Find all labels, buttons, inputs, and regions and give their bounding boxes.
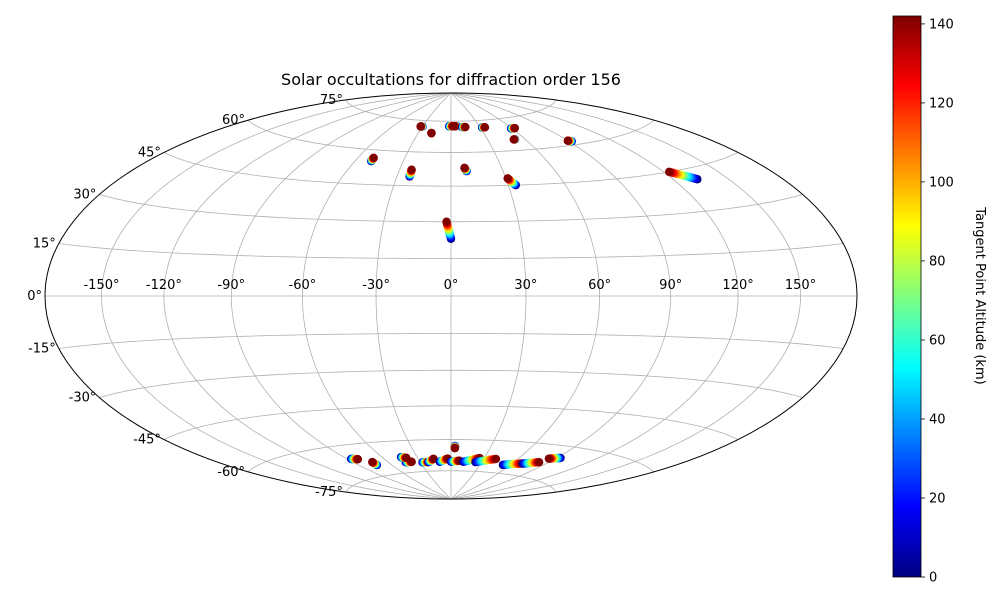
- latitude-tick-label: 30°: [73, 188, 96, 203]
- colorbar-tick-label: 80: [929, 254, 946, 269]
- map-gridlines: [45, 93, 857, 499]
- occultation-point: [407, 165, 416, 174]
- longitude-tick-label: 90°: [659, 278, 682, 293]
- longitude-tick-label: -150°: [83, 278, 119, 293]
- longitude-tick-label: -30°: [362, 278, 390, 293]
- occultation-point: [450, 443, 460, 453]
- parallel-gridline: [163, 152, 739, 187]
- parallel-gridline: [99, 194, 803, 223]
- map-boundary: [44, 92, 858, 500]
- longitude-tick-label: -90°: [217, 278, 245, 293]
- parallel-gridline: [247, 119, 655, 153]
- latitude-tick-label: 60°: [222, 113, 245, 128]
- parallel-gridline: [58, 243, 844, 259]
- colorbar-tick-label: 0: [929, 571, 937, 586]
- colorbar-label: Tangent Point Altitude (km): [972, 206, 987, 384]
- longitude-tick-label: 150°: [785, 278, 816, 293]
- parallel-gridline: [345, 470, 557, 493]
- occultation-points: [346, 122, 702, 470]
- latitude-tick-label: 75°: [320, 93, 343, 108]
- longitude-tick-label: 30°: [514, 278, 537, 293]
- latitude-tick-label: 45°: [138, 146, 161, 161]
- longitude-tick-labels: -150° -120° -90° -60° -30° 0° 30° 60° 90° 120° 150…: [83, 278, 816, 293]
- occultation-point: [503, 174, 512, 183]
- occultation-point: [416, 122, 425, 131]
- latitude-tick-labels: -75° -60° -45° -30° -15° 0° 15° 30° 45° 60° 75°: [27, 93, 343, 500]
- occultation-point: [450, 122, 459, 131]
- colorbar-tick-label: 20: [929, 492, 946, 507]
- occultation-point: [491, 454, 501, 464]
- occultation-point: [480, 123, 490, 132]
- longitude-tick-label: 0°: [444, 278, 459, 293]
- longitude-tick-label: 60°: [588, 278, 611, 293]
- parallel-gridline: [345, 99, 557, 122]
- parallel-gridline: [99, 369, 803, 398]
- latitude-tick-label: 0°: [27, 289, 42, 304]
- longitude-tick-label: -60°: [289, 278, 317, 293]
- latitude-tick-label: -60°: [217, 465, 245, 480]
- occultation-point: [402, 453, 411, 463]
- occultation-point: [368, 457, 377, 467]
- colorbar-gradient: [892, 15, 922, 578]
- latitude-tick-label: 15°: [33, 237, 56, 252]
- chart-title: Solar occultations for diffraction order…: [281, 70, 621, 89]
- occultation-point: [427, 128, 436, 138]
- occultation-point: [461, 122, 470, 132]
- latitude-tick-label: -15°: [28, 342, 56, 357]
- occultation-point: [544, 454, 554, 463]
- longitude-tick-label: -120°: [146, 278, 182, 293]
- parallel-gridline: [163, 405, 739, 440]
- occultation-point: [369, 153, 378, 162]
- colorbar-ticks: 0 20 40 60 80 100 120 140: [921, 17, 954, 586]
- latitude-tick-label: -45°: [133, 433, 161, 448]
- occultation-point: [442, 217, 451, 226]
- occultation-point: [664, 167, 674, 177]
- colorbar-tick-label: 60: [929, 334, 946, 349]
- occultation-point: [563, 136, 572, 145]
- colorbar-tick-label: 40: [929, 413, 946, 428]
- occultation-point: [510, 123, 520, 133]
- longitude-tick-label: 120°: [722, 278, 753, 293]
- latitude-tick-label: -30°: [69, 391, 97, 406]
- occultation-point: [460, 163, 469, 173]
- occultation-point: [509, 135, 519, 144]
- parallel-gridline: [247, 439, 655, 473]
- colorbar: 0 20 40 60 80 100 120 140 Tangent Point Altitud…: [892, 15, 987, 586]
- colorbar-tick-label: 140: [929, 17, 954, 32]
- colorbar-tick-label: 120: [929, 96, 954, 111]
- occultation-point: [353, 455, 363, 464]
- colorbar-tick-label: 100: [929, 175, 954, 190]
- latitude-tick-label: -75°: [315, 485, 343, 500]
- occultation-point: [534, 457, 544, 467]
- parallel-gridline: [58, 333, 844, 349]
